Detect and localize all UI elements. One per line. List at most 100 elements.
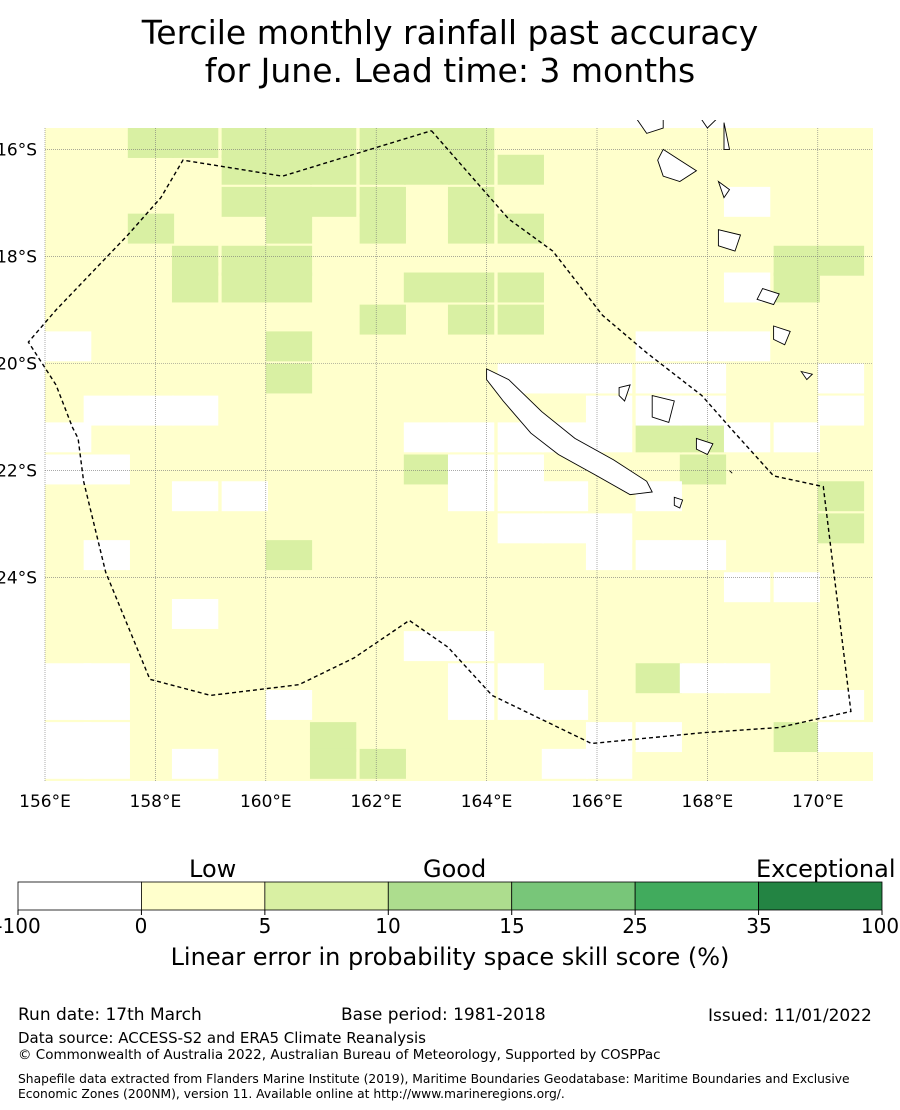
grid-cell-below-0: [83, 690, 130, 720]
grid-cell-below-0: [723, 331, 771, 362]
colorbar-swatch: [758, 881, 883, 911]
grid-cell-below-0: [541, 481, 589, 512]
grid-cell-5-10: [635, 663, 682, 694]
grid-cell-below-0: [679, 363, 727, 394]
grid-cell-below-0: [679, 331, 727, 362]
island-outline: [701, 120, 717, 129]
grid-cell-below-0: [83, 663, 130, 694]
grid-cell-5-10: [359, 128, 406, 158]
grid-cell-5-10: [447, 128, 495, 158]
grid-cell-below-0: [45, 454, 92, 485]
grid-cell-below-0: [447, 454, 495, 485]
grid-cell-below-0: [171, 748, 219, 779]
grid-cell-below-0: [45, 722, 92, 753]
grid-cell-5-10: [447, 186, 495, 217]
grid-cell-below-0: [585, 513, 633, 544]
island-outline: [651, 395, 675, 423]
grid-cell-below-0: [723, 572, 771, 603]
grid-cell-5-10: [265, 245, 313, 276]
map-title: Tercile monthly rainfall past accuracy f…: [0, 14, 900, 90]
grid-cell-5-10: [817, 245, 865, 276]
grid-cell-below-0: [541, 513, 589, 544]
grid-cell-below-0: [541, 748, 589, 779]
grid-cell-below-0: [585, 748, 633, 779]
grid-cell-below-0: [497, 481, 544, 512]
grid-cell-below-0: [447, 631, 495, 662]
grid-cell-below-0: [45, 663, 92, 694]
colorbar-tick: 35: [746, 914, 772, 938]
grid-cell-below-0: [541, 690, 589, 720]
title-line-1: Tercile monthly rainfall past accuracy: [141, 13, 759, 52]
lon-tick-label: 156°E: [19, 792, 71, 812]
grid-cell-5-10: [309, 128, 357, 158]
grid-cell-5-10: [265, 331, 313, 362]
grid-cell-below-0: [635, 331, 682, 362]
grid-cells: [45, 128, 873, 779]
grid-cell-5-10: [447, 304, 495, 335]
island-outline: [800, 370, 814, 381]
grid-cell-5-10: [309, 186, 357, 217]
grid-cell-below-0: [635, 540, 682, 571]
grid-cell-5-10: [497, 154, 544, 185]
grid-cell-below-0: [861, 722, 873, 753]
grid-cell-below-0: [83, 540, 130, 571]
grid-cell-5-10: [773, 272, 820, 303]
grid-cell-5-10: [265, 186, 313, 217]
grid-cell-5-10: [359, 748, 406, 779]
grid-cell-below-0: [497, 690, 544, 720]
grid-cell-below-0: [171, 599, 219, 629]
grid-cell-below-0: [447, 663, 495, 694]
lat-tick-label: 18°S: [0, 247, 37, 267]
grid-cell-below-0: [45, 748, 92, 779]
colorbar-heading-low: Low: [189, 855, 237, 883]
grid-cell-5-10: [309, 748, 357, 779]
lat-tick-label: 22°S: [0, 462, 37, 482]
colorbar-heading-exceptional: Exceptional: [756, 855, 896, 883]
grid-cell-below-0: [447, 690, 495, 720]
grid-cell-below-0: [171, 481, 219, 512]
lat-tick-label: 16°S: [0, 140, 37, 160]
grid-cell-5-10: [403, 454, 451, 485]
island-outline: [618, 384, 631, 402]
colorbar-tick: 10: [375, 914, 401, 938]
grid-cell-5-10: [265, 272, 313, 303]
grid-cell-below-0: [773, 572, 820, 603]
grid-cell-5-10: [221, 186, 268, 217]
island-outline: [717, 229, 742, 252]
grid-cell-below-0: [817, 722, 865, 753]
data-source: Data source: ACCESS-S2 and ERA5 Climate …: [18, 1029, 426, 1047]
grid-cell-below-0: [447, 481, 495, 512]
grid-cell-below-0: [221, 481, 268, 512]
grid-cell-5-10: [309, 722, 357, 753]
lon-tick-label: 166°E: [571, 792, 623, 812]
island-outline: [486, 368, 653, 496]
grid-cell-below-0: [83, 395, 130, 426]
colorbar-tick: 5: [258, 914, 272, 938]
colorbar-label: Linear error in probability space skill …: [170, 943, 730, 971]
run-date: Run date: 17th March: [18, 1005, 202, 1025]
lon-tick-label: 162°E: [350, 792, 402, 812]
grid-cell-below-0: [127, 395, 175, 426]
island-outline: [756, 288, 780, 306]
colorbar-swatch: [141, 881, 266, 911]
grid-cell-5-10: [679, 454, 727, 485]
grid-cell-5-10: [171, 245, 219, 276]
grid-cell-below-0: [585, 722, 633, 753]
lon-tick-label: 164°E: [461, 792, 513, 812]
map-panel: 156°E 158°E 160°E 162°E 164°E 166°E 168°E 170°E…: [0, 120, 900, 820]
grid-cell-below-0: [403, 422, 451, 453]
grid-cell-5-10: [265, 128, 313, 158]
grid-cell-5-10: [447, 213, 495, 244]
grid-cell-below-0: [403, 631, 451, 662]
grid-cell-below-0: [83, 748, 130, 779]
shapefile-credit: Shapefile data extracted from Flanders M…: [18, 1072, 850, 1101]
grid-cell-5-10: [359, 154, 406, 185]
lat-tick-label: 20°S: [0, 355, 37, 375]
island-outline: [717, 180, 731, 199]
grid-cell-below-0: [723, 422, 771, 453]
grid-cell-5-10: [265, 540, 313, 571]
grid-cell-below-0: [679, 540, 727, 571]
grid-cell-5-10: [127, 213, 175, 244]
grid-cell-below-0: [83, 454, 130, 485]
grid-cell-below-0: [817, 363, 865, 394]
